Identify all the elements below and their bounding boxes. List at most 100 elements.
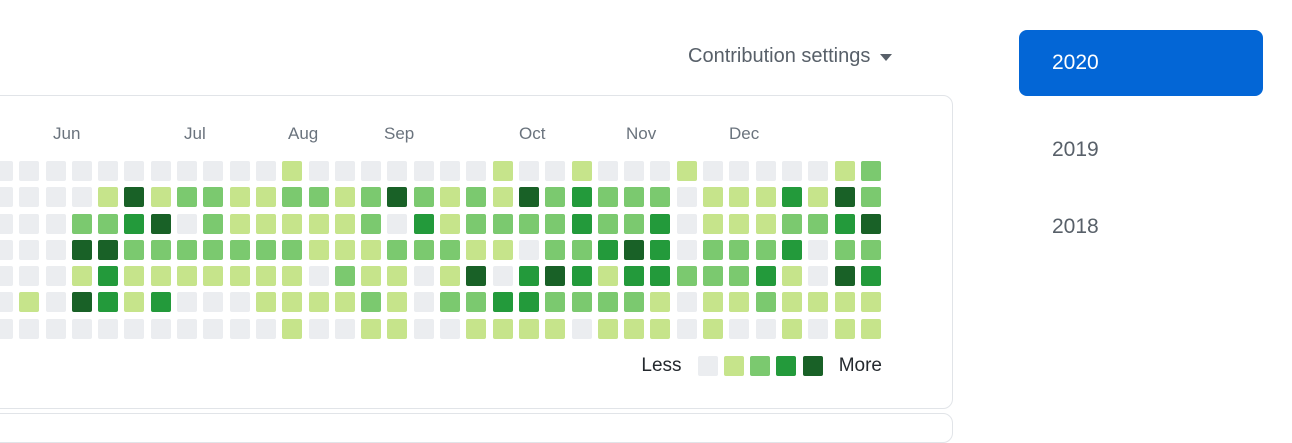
contribution-cell[interactable] xyxy=(45,266,66,287)
contribution-cell[interactable] xyxy=(177,266,198,287)
contribution-cell[interactable] xyxy=(755,266,776,287)
contribution-cell[interactable] xyxy=(19,292,40,313)
contribution-cell[interactable] xyxy=(98,187,119,208)
contribution-cell[interactable] xyxy=(124,266,145,287)
contribution-cell[interactable] xyxy=(19,318,40,339)
contribution-cell[interactable] xyxy=(282,292,303,313)
contribution-cell[interactable] xyxy=(334,161,355,181)
contribution-cell[interactable] xyxy=(282,239,303,260)
contribution-cell[interactable] xyxy=(71,318,92,339)
contribution-cell[interactable] xyxy=(150,187,171,208)
contribution-cell[interactable] xyxy=(860,266,881,287)
contribution-cell[interactable] xyxy=(334,187,355,208)
contribution-cell[interactable] xyxy=(676,266,697,287)
contribution-cell[interactable] xyxy=(124,187,145,208)
contribution-cell[interactable] xyxy=(45,318,66,339)
contribution-cell[interactable] xyxy=(808,187,829,208)
contribution-cell[interactable] xyxy=(308,239,329,260)
contribution-cell[interactable] xyxy=(781,213,802,234)
contribution-cell[interactable] xyxy=(650,239,671,260)
contribution-cell[interactable] xyxy=(413,161,434,181)
contribution-cell[interactable] xyxy=(650,292,671,313)
contribution-cell[interactable] xyxy=(203,161,224,181)
contribution-cell[interactable] xyxy=(124,239,145,260)
contribution-cell[interactable] xyxy=(229,213,250,234)
contribution-cell[interactable] xyxy=(781,187,802,208)
contribution-cell[interactable] xyxy=(755,213,776,234)
contribution-cell[interactable] xyxy=(19,239,40,260)
contribution-cell[interactable] xyxy=(755,161,776,181)
contribution-cell[interactable] xyxy=(150,318,171,339)
contribution-cell[interactable] xyxy=(334,213,355,234)
contribution-cell[interactable] xyxy=(387,239,408,260)
contribution-cell[interactable] xyxy=(361,213,382,234)
contribution-cell[interactable] xyxy=(808,161,829,181)
contribution-cell[interactable] xyxy=(597,239,618,260)
contribution-cell[interactable] xyxy=(361,239,382,260)
contribution-cell[interactable] xyxy=(597,292,618,313)
contribution-cell[interactable] xyxy=(308,292,329,313)
contribution-cell[interactable] xyxy=(71,239,92,260)
contribution-cell[interactable] xyxy=(624,187,645,208)
contribution-cell[interactable] xyxy=(0,292,13,313)
contribution-cell[interactable] xyxy=(361,161,382,181)
contribution-cell[interactable] xyxy=(676,161,697,181)
contribution-cell[interactable] xyxy=(440,318,461,339)
contribution-cell[interactable] xyxy=(124,292,145,313)
contribution-cell[interactable] xyxy=(703,318,724,339)
contribution-cell[interactable] xyxy=(518,161,539,181)
contribution-cell[interactable] xyxy=(98,161,119,181)
contribution-cell[interactable] xyxy=(781,239,802,260)
contribution-cell[interactable] xyxy=(203,187,224,208)
contribution-cell[interactable] xyxy=(413,292,434,313)
contribution-cell[interactable] xyxy=(413,187,434,208)
contribution-cell[interactable] xyxy=(0,239,13,260)
contribution-cell[interactable] xyxy=(466,161,487,181)
contribution-cell[interactable] xyxy=(492,213,513,234)
contribution-cell[interactable] xyxy=(282,318,303,339)
contribution-cell[interactable] xyxy=(781,266,802,287)
contribution-cell[interactable] xyxy=(203,239,224,260)
contribution-cell[interactable] xyxy=(334,292,355,313)
contribution-cell[interactable] xyxy=(650,187,671,208)
contribution-cell[interactable] xyxy=(19,213,40,234)
contribution-cell[interactable] xyxy=(255,213,276,234)
contribution-cell[interactable] xyxy=(860,292,881,313)
contribution-cell[interactable] xyxy=(650,318,671,339)
contribution-cell[interactable] xyxy=(19,187,40,208)
contribution-cell[interactable] xyxy=(124,213,145,234)
contribution-cell[interactable] xyxy=(98,266,119,287)
contribution-cell[interactable] xyxy=(98,239,119,260)
contribution-cell[interactable] xyxy=(124,318,145,339)
contribution-cell[interactable] xyxy=(703,187,724,208)
contribution-cell[interactable] xyxy=(413,213,434,234)
contribution-cell[interactable] xyxy=(334,318,355,339)
contribution-cell[interactable] xyxy=(466,266,487,287)
contribution-cell[interactable] xyxy=(229,187,250,208)
contribution-cell[interactable] xyxy=(98,318,119,339)
contribution-cell[interactable] xyxy=(71,292,92,313)
contribution-cell[interactable] xyxy=(518,239,539,260)
contribution-cell[interactable] xyxy=(45,187,66,208)
contribution-cell[interactable] xyxy=(492,239,513,260)
contribution-cell[interactable] xyxy=(571,161,592,181)
contribution-cell[interactable] xyxy=(413,239,434,260)
contribution-cell[interactable] xyxy=(703,239,724,260)
contribution-cell[interactable] xyxy=(229,161,250,181)
contribution-cell[interactable] xyxy=(571,187,592,208)
contribution-cell[interactable] xyxy=(150,292,171,313)
contribution-cell[interactable] xyxy=(703,213,724,234)
contribution-cell[interactable] xyxy=(308,318,329,339)
contribution-cell[interactable] xyxy=(729,161,750,181)
contribution-cell[interactable] xyxy=(229,266,250,287)
contribution-cell[interactable] xyxy=(597,266,618,287)
contribution-cell[interactable] xyxy=(834,161,855,181)
contribution-cell[interactable] xyxy=(571,266,592,287)
contribution-cell[interactable] xyxy=(703,266,724,287)
contribution-cell[interactable] xyxy=(492,187,513,208)
contribution-cell[interactable] xyxy=(492,266,513,287)
contribution-cell[interactable] xyxy=(45,239,66,260)
contribution-cell[interactable] xyxy=(361,292,382,313)
contribution-cell[interactable] xyxy=(676,239,697,260)
contribution-cell[interactable] xyxy=(650,213,671,234)
